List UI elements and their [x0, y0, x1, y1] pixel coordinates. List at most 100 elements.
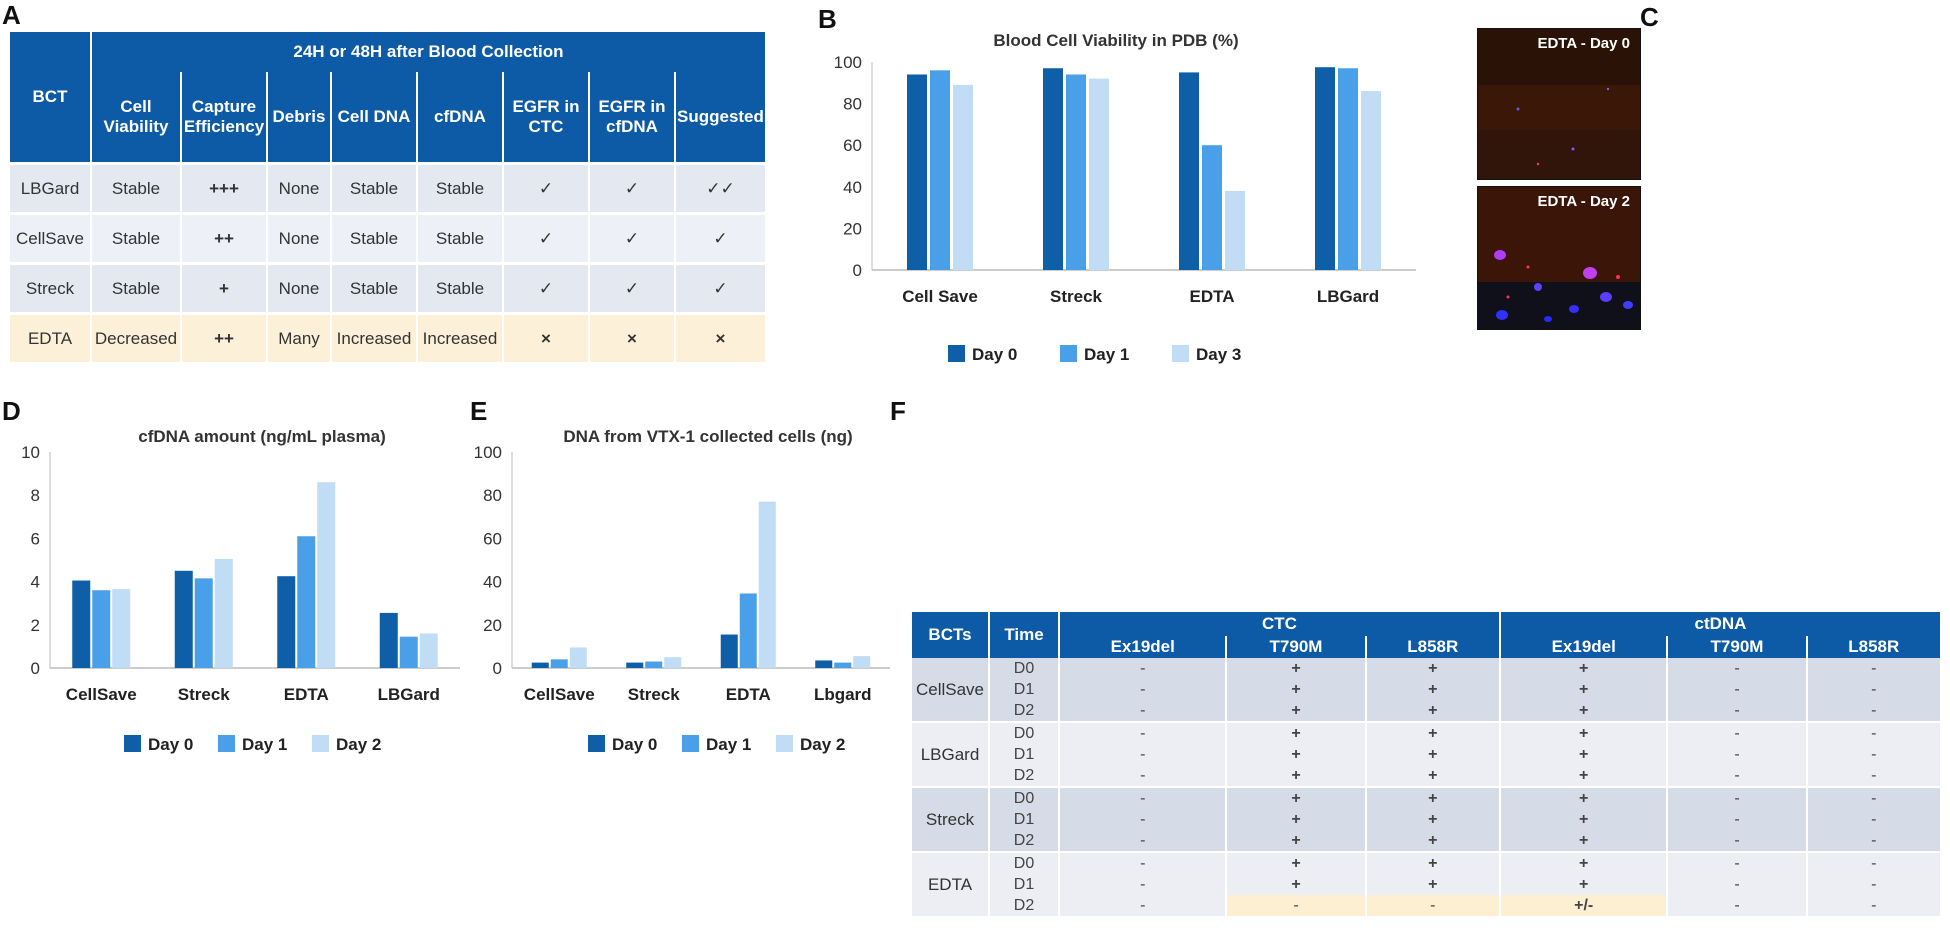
time-point: D2 — [990, 830, 1058, 851]
table-row: D1- + + + - - — [912, 809, 1940, 830]
cell-cfdna: Stable — [418, 212, 502, 262]
cross-icon: × — [590, 312, 674, 362]
mutation-result: + — [1227, 744, 1365, 765]
bar-day-1 — [297, 536, 316, 668]
mutation-result: - — [1668, 721, 1806, 744]
y-tick-label: 80 — [843, 95, 862, 114]
mutation-result: - — [1060, 721, 1226, 744]
x-tick-label: LBGard — [378, 685, 440, 704]
bar-day-1 — [930, 70, 950, 270]
x-tick-label: LBGard — [1317, 287, 1379, 306]
bar-day-0 — [277, 576, 296, 668]
legend-swatch — [1060, 345, 1077, 362]
bar-day-0 — [1315, 67, 1335, 270]
check-icon: ✓ — [676, 262, 765, 312]
mutation-result: + — [1500, 874, 1667, 895]
table-row: LBGard Stable +++ None Stable Stable ✓ ✓… — [10, 162, 765, 212]
microscopy-image-day2: EDTA - Day 2 — [1477, 186, 1641, 330]
table-row: EDTA Decreased ++ Many Increased Increas… — [10, 312, 765, 362]
bar-day-1 — [1338, 68, 1358, 270]
time-point: D1 — [990, 874, 1058, 895]
mutation-result: - — [1668, 851, 1806, 874]
panel-label-c: C — [1640, 2, 1659, 32]
legend-swatch — [312, 735, 329, 752]
mutation-result: + — [1500, 830, 1667, 851]
header-mutation: Ex19del — [1500, 636, 1667, 658]
cell-debris: Many — [268, 312, 330, 362]
mutation-result: - — [1668, 830, 1806, 851]
bar-day-1 — [739, 593, 757, 668]
mutation-result: + — [1366, 700, 1499, 721]
bar-day-0 — [907, 74, 927, 270]
y-tick-label: 2 — [31, 616, 40, 635]
y-tick-label: 0 — [493, 659, 502, 678]
image-label-day2: EDTA - Day 2 — [1537, 193, 1630, 210]
header-ctc: CTC — [1060, 612, 1499, 636]
bct-name: CellSave — [912, 658, 988, 721]
mutation-result: + — [1366, 765, 1499, 786]
mutation-result: - — [1060, 658, 1226, 679]
x-tick-label: EDTA — [284, 685, 329, 704]
cell-debris: None — [268, 262, 330, 312]
legend-label: Day 3 — [1196, 345, 1241, 364]
y-tick-label: 20 — [483, 616, 502, 635]
legend-label: Day 0 — [148, 735, 193, 754]
cell-capture: +++ — [182, 162, 266, 212]
mutation-result: - — [1060, 809, 1226, 830]
cell-cell-dna: Increased — [332, 312, 416, 362]
x-tick-label: Streck — [1050, 287, 1103, 306]
y-tick-label: 10 — [21, 443, 40, 462]
y-tick-label: 100 — [834, 53, 862, 72]
mutation-result: + — [1366, 851, 1499, 874]
header-mutation: T790M — [1668, 636, 1806, 658]
mutation-result: +/- — [1500, 895, 1667, 916]
bar-day-2 — [112, 589, 131, 668]
bct-name: LBGard — [912, 721, 988, 786]
cell-cell-dna: Stable — [332, 162, 416, 212]
chart-title: cfDNA amount (ng/mL plasma) — [138, 427, 385, 446]
cell-cfdna: Increased — [418, 312, 502, 362]
fluorescence-image-day0 — [1478, 29, 1640, 179]
legend-swatch — [1172, 345, 1189, 362]
cell-viability: Decreased — [92, 312, 180, 362]
table-row: D2- + + + - - — [912, 765, 1940, 786]
chart-d-cfdna: cfDNA amount (ng/mL plasma) 0 2 4 6 8 10 CellSa… — [21, 427, 460, 754]
mutation-result: - — [1060, 851, 1226, 874]
legend-label: Day 2 — [800, 735, 845, 754]
cell-cfdna: Stable — [418, 262, 502, 312]
mutation-result: - — [1060, 679, 1226, 700]
mutation-result: + — [1366, 809, 1499, 830]
mutation-result: - — [1060, 700, 1226, 721]
time-point: D0 — [990, 786, 1058, 809]
mutation-result: - — [1807, 679, 1940, 700]
mutation-result: - — [1668, 786, 1806, 809]
cell-cell-dna: Stable — [332, 262, 416, 312]
time-point: D0 — [990, 851, 1058, 874]
mutation-result: - — [1807, 765, 1940, 786]
mutation-result: - — [1060, 744, 1226, 765]
table-row: Streck Stable + None Stable Stable ✓ ✓ ✓ — [10, 262, 765, 312]
mutation-result: + — [1500, 744, 1667, 765]
mutation-result: + — [1500, 679, 1667, 700]
mutation-result: + — [1366, 786, 1499, 809]
mutation-result: + — [1366, 721, 1499, 744]
bar-day-2 — [214, 558, 233, 668]
table-row: LBGard D0- + + + - - — [912, 721, 1940, 786]
y-tick-label: 40 — [843, 178, 862, 197]
header-bcts: BCTs — [912, 612, 988, 658]
cell-cell-dna: Stable — [332, 212, 416, 262]
mutation-result: - — [1668, 658, 1806, 679]
legend-swatch — [776, 735, 793, 752]
panel-label-d: D — [2, 396, 21, 426]
cell-cfdna: Stable — [418, 162, 502, 212]
row-bct: EDTA — [10, 312, 90, 362]
panel-label-a: A — [2, 0, 21, 30]
chart-e-vtx1-dna: DNA from VTX-1 collected cells (ng) 0 20 40… — [474, 427, 890, 754]
cell-debris: None — [268, 212, 330, 262]
mutation-result: + — [1227, 830, 1365, 851]
x-tick-label: Streck — [178, 685, 231, 704]
time-point: D1 — [990, 679, 1058, 700]
header-mutation: L858R — [1807, 636, 1940, 658]
x-tick-label: CellSave — [524, 685, 595, 704]
y-tick-label: 60 — [843, 136, 862, 155]
